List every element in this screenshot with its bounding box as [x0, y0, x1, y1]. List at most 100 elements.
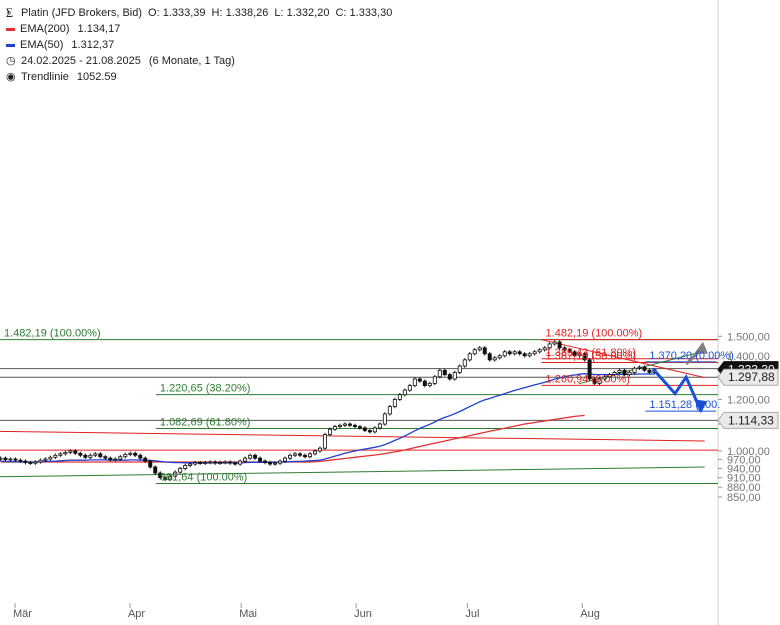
level-label: 1.367,10 (50.00%)	[546, 351, 637, 363]
candle-body	[387, 406, 392, 415]
candle-body	[18, 459, 23, 462]
candle-body	[322, 434, 327, 449]
candle-body	[193, 462, 198, 465]
level-label: 891,64 (100.00%)	[160, 471, 247, 483]
candle-body	[327, 428, 332, 435]
legend-ema50-row[interactable]: EMA(50) 1.312,37	[6, 37, 392, 53]
level-label: 1.482,19 (100.00%)	[546, 328, 643, 340]
trend-line-down-trend	[541, 339, 705, 379]
legend-ema200-row[interactable]: EMA(200) 1.134,17	[6, 21, 392, 37]
trendline-label: Trendlinie	[21, 71, 69, 83]
candle-body	[492, 357, 497, 361]
target-icon: ◉	[6, 71, 16, 83]
candle-body	[88, 454, 93, 458]
candle-body	[557, 341, 562, 349]
candle-body	[23, 460, 28, 463]
candle-body	[307, 453, 312, 458]
ema50-value: 1.312,37	[71, 39, 115, 51]
candle-body	[507, 351, 512, 355]
candle-body	[317, 447, 322, 452]
level-label: 1.385,43 (61.80%)	[546, 347, 637, 359]
y-tick-label: 850,00	[727, 492, 761, 504]
legend-instrument-row: ⨊ Platin (JFD Brokers, Bid) O: 1.333,39 …	[6, 5, 392, 21]
candle-body	[347, 423, 352, 426]
y-tick-label: 1.200,00	[727, 394, 770, 406]
candle-body	[442, 369, 447, 375]
price-marker-box	[717, 411, 779, 429]
candle-body	[8, 458, 13, 461]
candle-body	[298, 453, 303, 456]
candle-body	[552, 341, 557, 345]
ema200-value: 1.134,17	[77, 23, 121, 35]
candle-body	[163, 477, 168, 480]
candle-body	[118, 456, 123, 460]
candle-body	[457, 365, 462, 373]
candle-body	[407, 385, 412, 391]
candle-body	[13, 458, 18, 461]
candle-body	[362, 427, 367, 431]
ema200-label: EMA(200)	[20, 23, 70, 35]
candle-body	[278, 460, 283, 464]
candle-body	[143, 457, 148, 462]
candle-body	[128, 452, 133, 455]
candle-body	[38, 459, 43, 463]
candle-body	[342, 423, 347, 426]
candle-body	[512, 351, 517, 355]
candle-body	[357, 426, 362, 429]
candle-body	[173, 471, 178, 477]
candle-body	[83, 454, 88, 458]
candle-body	[562, 347, 567, 351]
candle-body	[103, 456, 108, 459]
instrument-name: Platin (JFD Brokers, Bid)	[21, 7, 143, 19]
candle-body	[472, 349, 477, 355]
candle-body	[248, 454, 253, 459]
candle-body	[68, 450, 73, 453]
ema200-swatch	[6, 27, 15, 31]
candle-body	[452, 372, 457, 380]
candle-body	[537, 349, 542, 353]
y-tick-label: 880,00	[727, 482, 761, 494]
candle-body	[93, 453, 98, 456]
candle-body	[352, 424, 357, 428]
x-tick-label: Jun	[354, 608, 372, 620]
candle-body	[332, 426, 337, 430]
projection-arrows	[651, 341, 708, 414]
candle-body	[427, 382, 432, 387]
candle-body	[377, 423, 382, 429]
x-tick-label: Jul	[465, 608, 479, 620]
level-label: 1.370,20 (0.00%)	[649, 350, 733, 362]
candle-body	[567, 349, 572, 353]
legend-period-row: ◷ 24.02.2025 - 21.08.2025 (6 Monate, 1 T…	[6, 53, 392, 69]
y-tick-label: 1.500,00	[727, 331, 770, 343]
candle-body	[33, 461, 38, 464]
candle-body	[612, 372, 617, 375]
projection-down-arrow	[651, 367, 703, 412]
candle-body	[497, 355, 502, 359]
candle-body	[577, 353, 582, 357]
legend-trendline-row[interactable]: ◉ Trendlinie 1052.59	[6, 69, 392, 85]
ema50-swatch	[6, 43, 15, 47]
candle-body	[48, 456, 53, 460]
candle-body	[602, 376, 607, 380]
candle-body	[642, 366, 647, 371]
x-axis[interactable]: Mär Apr Mai Jun Jul Aug	[13, 603, 600, 620]
candle-body	[637, 366, 642, 369]
price-marker-label: 1.297,88	[728, 370, 775, 384]
level-labels: 1.482,19 (100.00%) 1.482,19 (100.00%) 1.38…	[4, 328, 734, 484]
candle-body	[527, 353, 532, 357]
x-tick-label: Mär	[13, 608, 32, 620]
ema50-label: EMA(50)	[20, 39, 64, 51]
candle-body	[213, 461, 218, 464]
trend-line-resistance	[0, 430, 705, 442]
candle-body	[218, 462, 223, 464]
candle-body	[437, 369, 442, 378]
candle-body	[467, 353, 472, 361]
candle-body	[283, 457, 288, 462]
y-tick-label: 910,00	[727, 473, 761, 485]
candle-body	[367, 430, 372, 433]
candle-body	[587, 359, 592, 380]
candle-body	[592, 378, 597, 384]
candle-body	[0, 457, 3, 460]
candle-body	[288, 454, 293, 459]
y-tick-label: 940,00	[727, 464, 761, 476]
